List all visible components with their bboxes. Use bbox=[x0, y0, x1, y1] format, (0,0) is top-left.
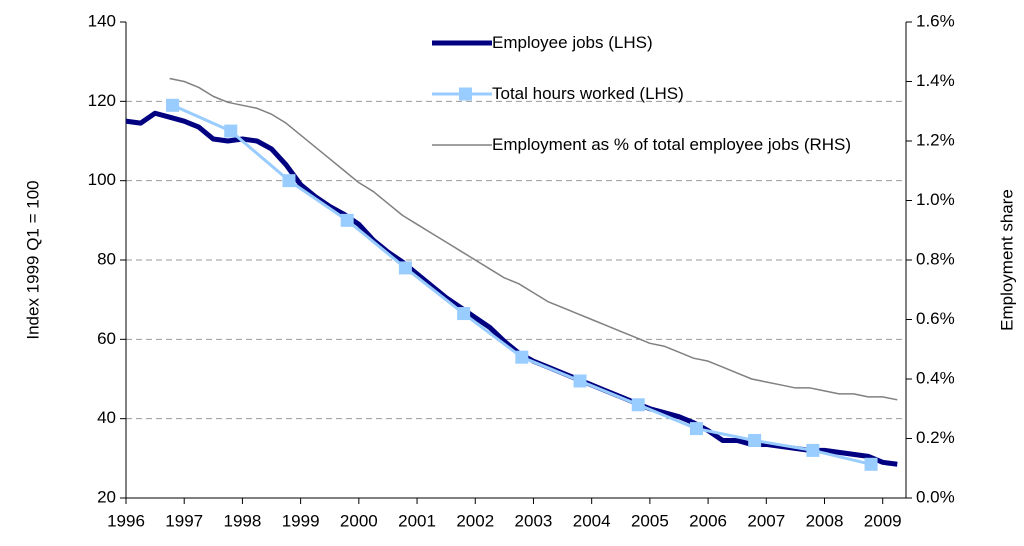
x-tick-label: 2000 bbox=[340, 511, 378, 530]
x-tick-label: 2007 bbox=[747, 511, 785, 530]
legend-label: Employment as % of total employee jobs (… bbox=[492, 135, 852, 154]
y2-axis-label: Employment share bbox=[997, 189, 1016, 331]
y2-tick-label: 1.4% bbox=[916, 71, 955, 90]
y-tick-label: 100 bbox=[88, 170, 116, 189]
x-tick-label: 2003 bbox=[515, 511, 553, 530]
series-marker bbox=[457, 307, 471, 321]
legend-key bbox=[432, 87, 492, 101]
legend-marker bbox=[459, 87, 472, 101]
series-marker bbox=[398, 261, 412, 275]
y-tick-label: 40 bbox=[97, 408, 116, 427]
legend-item: Employee jobs (LHS) bbox=[428, 30, 898, 55]
legend: Employee jobs (LHS) Total hours worked (L… bbox=[428, 30, 898, 183]
legend-label: Total hours worked (LHS) bbox=[492, 84, 684, 103]
series-marker bbox=[631, 398, 645, 412]
y-tick-label: 20 bbox=[97, 487, 116, 506]
series-marker bbox=[864, 457, 878, 471]
y2-tick-label: 0.6% bbox=[916, 309, 955, 328]
series-marker bbox=[806, 443, 820, 457]
series-marker bbox=[748, 433, 762, 447]
x-tick-label: 2008 bbox=[806, 511, 844, 530]
y-tick-label: 60 bbox=[97, 329, 116, 348]
y2-tick-label: 1.0% bbox=[916, 190, 955, 209]
x-tick-label: 2009 bbox=[864, 511, 902, 530]
series-marker bbox=[282, 174, 296, 188]
series-marker bbox=[340, 213, 354, 227]
x-tick-label: 1998 bbox=[224, 511, 262, 530]
y2-tick-label: 0.4% bbox=[916, 368, 955, 387]
x-tick-label: 2004 bbox=[573, 511, 611, 530]
legend-key bbox=[432, 144, 492, 146]
legend-label: Employee jobs (LHS) bbox=[492, 33, 653, 52]
y-tick-label: 140 bbox=[88, 11, 116, 30]
x-tick-label: 2006 bbox=[689, 511, 727, 530]
x-tick-label: 1996 bbox=[107, 511, 145, 530]
series-line bbox=[169, 77, 898, 401]
y-tick-label: 80 bbox=[97, 249, 116, 268]
legend-item: Employment as % of total employee jobs (… bbox=[428, 132, 898, 157]
x-tick-label: 2002 bbox=[456, 511, 494, 530]
legend-item: Total hours worked (LHS) bbox=[428, 81, 898, 106]
series-marker bbox=[166, 98, 180, 112]
series-line bbox=[125, 110, 898, 467]
x-tick-label: 2005 bbox=[631, 511, 669, 530]
y2-tick-label: 1.6% bbox=[916, 11, 955, 30]
x-tick-label: 1999 bbox=[282, 511, 320, 530]
y2-tick-label: 0.2% bbox=[916, 428, 955, 447]
x-tick-label: 1997 bbox=[165, 511, 203, 530]
series-marker bbox=[515, 350, 529, 364]
legend-key bbox=[432, 40, 492, 46]
x-tick-label: 2001 bbox=[398, 511, 436, 530]
y-axis-label: Index 1999 Q1 = 100 bbox=[23, 180, 42, 339]
series-marker bbox=[573, 374, 587, 388]
y2-tick-label: 1.2% bbox=[916, 130, 955, 149]
series-marker bbox=[224, 124, 238, 138]
series-marker bbox=[689, 422, 703, 436]
y-tick-label: 120 bbox=[88, 91, 116, 110]
y2-tick-label: 0.0% bbox=[916, 487, 955, 506]
y2-tick-label: 0.8% bbox=[916, 249, 955, 268]
